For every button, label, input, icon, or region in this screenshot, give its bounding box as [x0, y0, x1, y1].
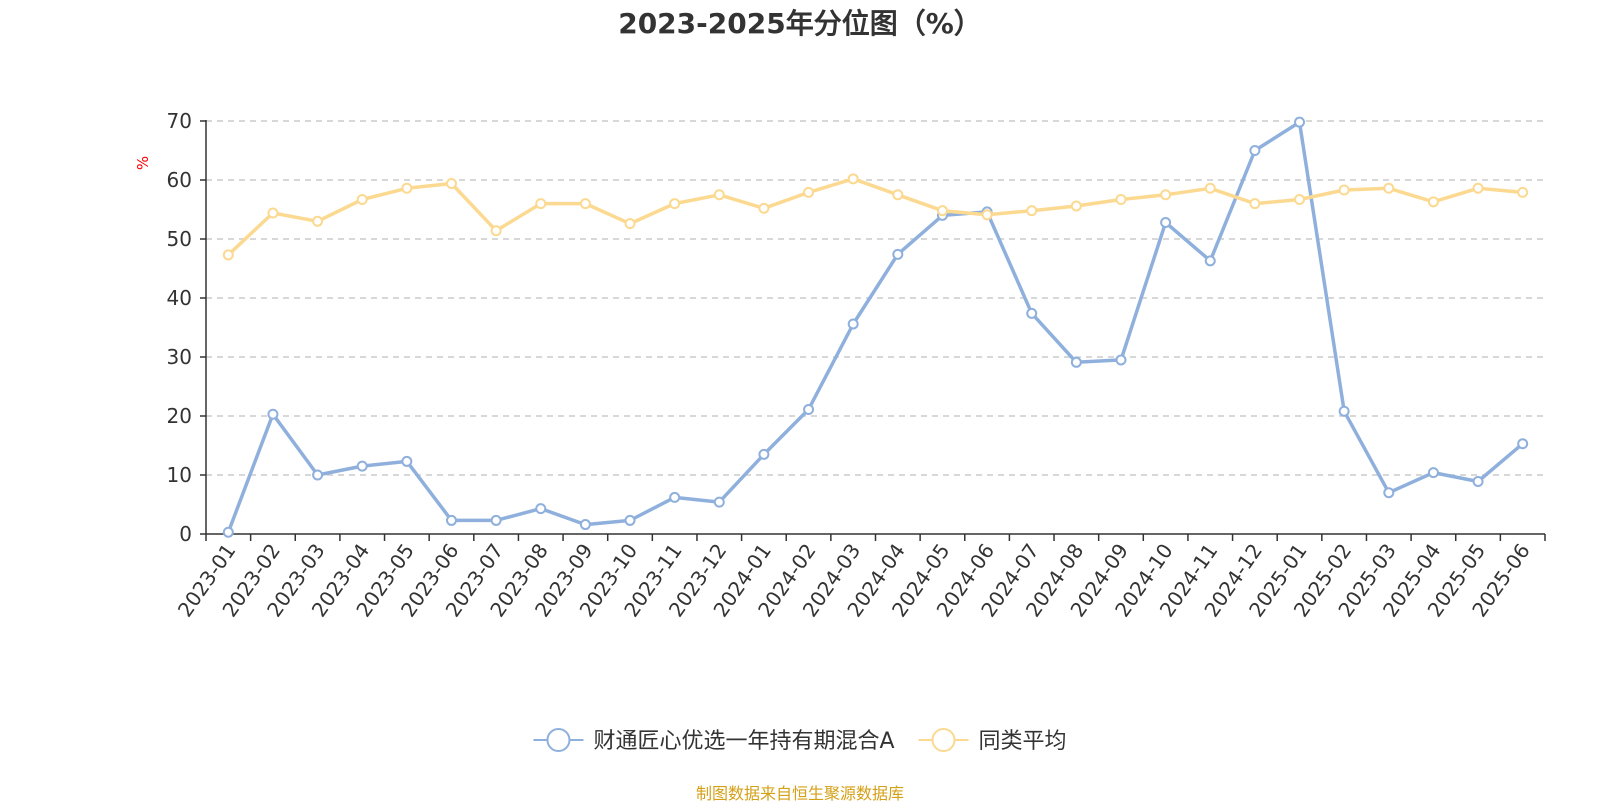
data-point [490, 225, 502, 237]
legend-item-1[interactable]: 财通匠心优选一年持有期混合A [533, 728, 895, 754]
data-point [1026, 307, 1038, 319]
data-point [312, 469, 324, 481]
data-point [535, 198, 547, 210]
source-note: 制图数据来自恒生聚源数据库 [695, 784, 904, 803]
data-point [445, 178, 457, 190]
series-line-2 [227, 177, 1523, 257]
data-point [579, 519, 591, 531]
data-point [669, 198, 681, 210]
data-point [847, 173, 859, 185]
data-point [1472, 475, 1484, 487]
data-point [981, 209, 993, 221]
data-point [356, 460, 368, 472]
data-point [1427, 196, 1439, 208]
data-point [847, 318, 859, 330]
series-lines [222, 116, 1529, 538]
data-point [624, 218, 636, 230]
data-point [1249, 198, 1261, 210]
legend-label: 同类平均 [979, 729, 1067, 754]
y-tick-label: 20 [167, 404, 192, 428]
data-point [579, 198, 591, 210]
data-point [267, 408, 279, 420]
data-point [1294, 116, 1306, 128]
data-point [356, 193, 368, 205]
y-tick-label: 70 [167, 109, 192, 133]
axes: 010203040506070%2023-012023-022023-03202… [134, 109, 1546, 621]
data-point [1294, 193, 1306, 205]
data-point [222, 249, 234, 261]
data-point [669, 491, 681, 503]
data-point [1338, 184, 1350, 196]
data-point [892, 248, 904, 260]
data-point [803, 186, 815, 198]
legend-item-2[interactable]: 同类平均 [918, 728, 1067, 754]
legend[interactable]: 财通匠心优选一年持有期混合A 同类平均 [533, 728, 1067, 754]
chart-title: 2023-2025年分位图（%） [618, 7, 982, 40]
data-point [624, 514, 636, 526]
y-tick-label: 60 [167, 168, 192, 192]
data-point [1383, 487, 1395, 499]
data-point [1115, 354, 1127, 366]
data-point [401, 455, 413, 467]
legend-label: 财通匠心优选一年持有期混合A [593, 729, 894, 754]
legend-marker-icon [546, 728, 571, 752]
data-point [222, 526, 234, 538]
data-point [1160, 189, 1172, 201]
y-axis-label: % [134, 156, 152, 170]
data-point [1427, 467, 1439, 479]
legend-marker-icon [931, 728, 956, 752]
y-tick-label: 0 [179, 522, 192, 546]
y-tick-label: 40 [167, 286, 192, 310]
data-point [1204, 182, 1216, 194]
data-point [713, 189, 725, 201]
data-point [1517, 186, 1529, 198]
data-point [1070, 356, 1082, 368]
data-point [892, 189, 904, 201]
y-tick-label: 10 [167, 463, 192, 487]
data-point [758, 448, 770, 460]
data-point [401, 182, 413, 194]
data-point [1517, 438, 1529, 450]
y-tick-label: 50 [167, 227, 192, 251]
data-point [1383, 182, 1395, 194]
data-point [490, 514, 502, 526]
data-point [936, 205, 948, 217]
data-point [758, 202, 770, 214]
data-point [267, 207, 279, 219]
data-point [1115, 193, 1127, 205]
gridlines [206, 120, 1545, 476]
data-point [1204, 255, 1216, 267]
data-point [445, 514, 457, 526]
data-point [1338, 405, 1350, 417]
data-point [1070, 200, 1082, 212]
data-point [1026, 205, 1038, 217]
y-tick-label: 30 [167, 345, 192, 369]
data-point [312, 215, 324, 227]
data-point [713, 496, 725, 508]
data-point [1160, 216, 1172, 228]
data-point [1249, 145, 1261, 156]
data-point [535, 503, 547, 515]
series-line-1 [226, 120, 1524, 533]
data-point [1472, 182, 1484, 194]
data-point [803, 404, 815, 416]
